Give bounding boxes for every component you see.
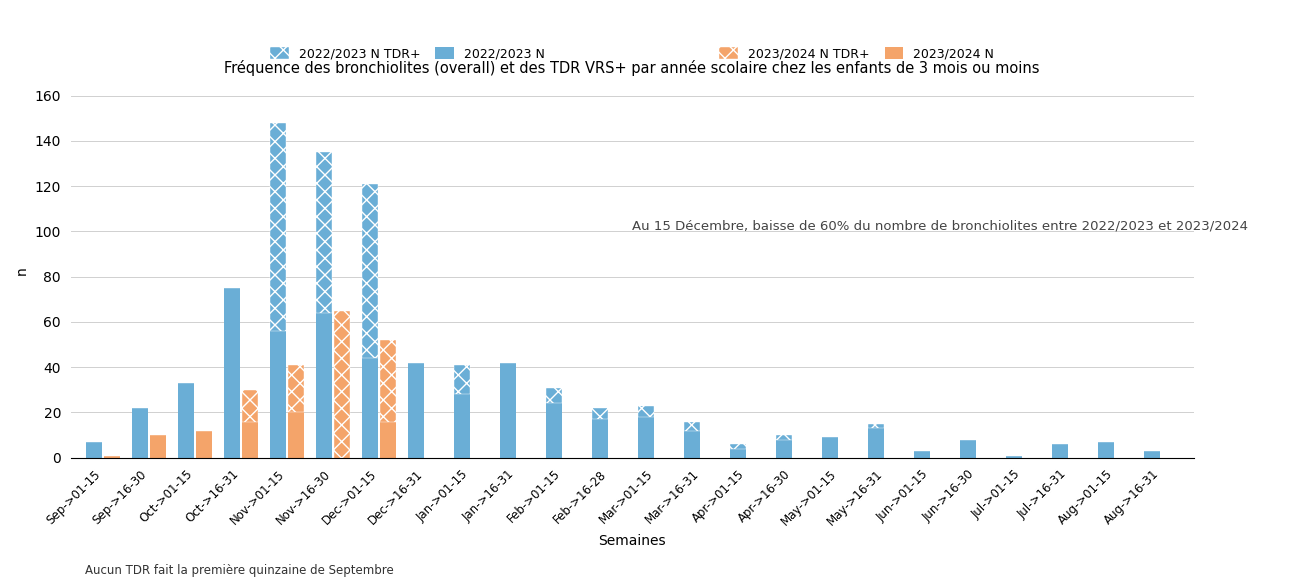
Bar	[270, 123, 287, 331]
Bar	[546, 404, 563, 458]
Bar	[380, 340, 396, 422]
Bar	[224, 288, 241, 458]
Bar	[288, 365, 304, 412]
Bar	[104, 455, 120, 458]
Bar	[454, 365, 471, 394]
Bar	[362, 358, 379, 458]
Bar	[408, 362, 425, 458]
Bar	[776, 440, 793, 458]
Bar	[334, 458, 350, 469]
Bar	[592, 419, 609, 458]
Bar	[380, 422, 396, 458]
Bar	[960, 440, 976, 458]
Legend: 2023/2024 N TDR+, 2023/2024 N: 2023/2024 N TDR+, 2023/2024 N	[714, 42, 999, 65]
Bar	[684, 422, 701, 430]
Bar	[1144, 451, 1160, 458]
Bar	[1052, 444, 1068, 458]
Bar	[730, 449, 747, 458]
Bar	[684, 430, 701, 458]
Title: Fréquence des bronchiolites (overall) et des TDR VRS+ par année scolaire chez le: Fréquence des bronchiolites (overall) et…	[225, 60, 1040, 76]
Bar	[776, 435, 793, 440]
Bar	[592, 408, 609, 419]
Bar	[500, 362, 517, 458]
Bar	[316, 313, 333, 458]
Bar	[1098, 442, 1114, 458]
Bar	[868, 429, 884, 458]
Bar	[730, 444, 747, 449]
Y-axis label: n: n	[14, 267, 29, 276]
Bar	[362, 184, 379, 358]
Bar	[150, 435, 166, 458]
Bar	[132, 408, 149, 458]
Text: Aucun TDR fait la première quinzaine de Septembre: Aucun TDR fait la première quinzaine de …	[85, 564, 394, 577]
Bar	[914, 451, 930, 458]
Bar	[638, 417, 655, 458]
Bar	[454, 394, 471, 458]
Bar	[638, 405, 655, 417]
Bar	[288, 412, 304, 458]
X-axis label: Semaines: Semaines	[598, 534, 665, 548]
Bar	[196, 430, 212, 458]
Bar	[546, 387, 563, 404]
Text: Au 15 Décembre, baisse de 60% du nombre de bronchiolites entre 2022/2023 et 2023: Au 15 Décembre, baisse de 60% du nombre …	[633, 220, 1248, 233]
Bar	[242, 390, 258, 422]
Bar	[85, 442, 103, 458]
Bar	[316, 152, 333, 313]
Bar	[178, 383, 195, 458]
Bar	[822, 437, 839, 458]
Bar	[270, 331, 287, 458]
Bar	[1006, 455, 1022, 458]
Bar	[242, 422, 258, 458]
Bar	[334, 311, 350, 469]
Bar	[868, 424, 884, 429]
